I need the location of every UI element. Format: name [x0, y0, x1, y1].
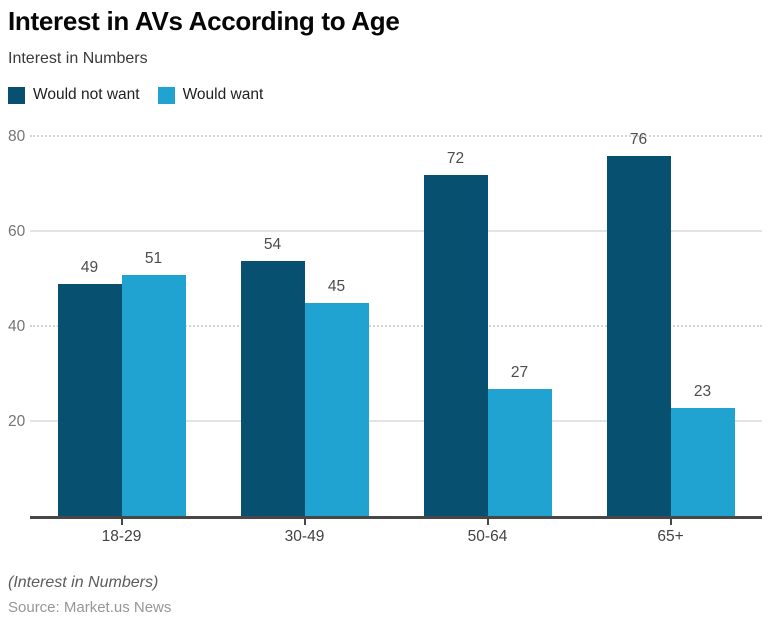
gridline-40	[30, 325, 762, 327]
chart-subtitle: Interest in Numbers	[8, 50, 148, 67]
legend-item-would-not-want: Would not want	[8, 86, 140, 104]
bar-value-label: 45	[327, 278, 346, 296]
bar-value-label: 49	[80, 259, 99, 277]
y-axis-tick-label: 60	[8, 223, 26, 240]
category-label: 30-49	[284, 528, 325, 545]
bar-value-label: 27	[510, 363, 529, 381]
category-label: 18-29	[101, 528, 142, 545]
bar-value-label: 76	[629, 131, 648, 148]
bar	[121, 274, 186, 517]
y-axis-tick-label: 20	[8, 413, 26, 430]
footer-source: Source: Market.us News	[8, 599, 172, 616]
x-axis-tick	[303, 519, 306, 525]
x-axis-tick	[120, 519, 123, 525]
bar-value-label: 23	[693, 382, 712, 400]
gridline-60	[30, 230, 762, 232]
x-axis-line	[30, 516, 762, 519]
legend: Would not want Would want	[8, 86, 263, 104]
plot-area: 20 40 60 80 49 51 18-29 54 45 30-49 72 27 50-64 76 23 6…	[8, 128, 762, 545]
gridline-20	[30, 420, 762, 422]
y-axis-tick-label: 80	[8, 128, 26, 145]
bar	[304, 303, 369, 517]
bar	[670, 407, 735, 517]
legend-item-would-want: Would want	[157, 86, 264, 104]
bar	[606, 156, 671, 517]
category-label: 65+	[657, 528, 684, 545]
bar	[57, 284, 122, 517]
legend-label: Would want	[182, 86, 264, 103]
gridline-80	[30, 135, 762, 137]
legend-swatch-icon	[8, 86, 25, 104]
x-axis-tick	[486, 519, 489, 525]
x-axis-tick	[669, 519, 672, 525]
legend-swatch-icon	[157, 86, 175, 104]
bar-value-label: 72	[446, 150, 465, 167]
y-axis-tick-label: 40	[8, 318, 26, 335]
footer-note: (Interest in Numbers)	[8, 574, 159, 591]
legend-label: Would not want	[33, 86, 140, 103]
category-label: 50-64	[467, 528, 508, 545]
bar-value-label: 54	[263, 235, 282, 253]
bar	[487, 388, 552, 517]
bar-value-label: 51	[144, 249, 163, 267]
bar	[423, 175, 488, 517]
bar	[240, 260, 305, 517]
chart-title: Interest in AVs According to Age	[8, 6, 400, 36]
